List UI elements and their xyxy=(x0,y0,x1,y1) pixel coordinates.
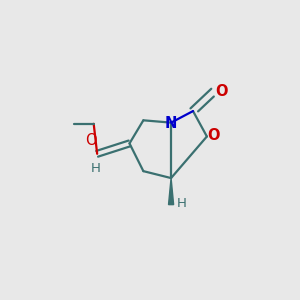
Text: O: O xyxy=(207,128,220,143)
Text: H: H xyxy=(177,197,187,210)
Text: N: N xyxy=(165,116,177,131)
Text: H: H xyxy=(90,162,100,175)
Polygon shape xyxy=(169,178,174,205)
Text: O: O xyxy=(85,133,97,148)
Text: O: O xyxy=(215,84,227,99)
